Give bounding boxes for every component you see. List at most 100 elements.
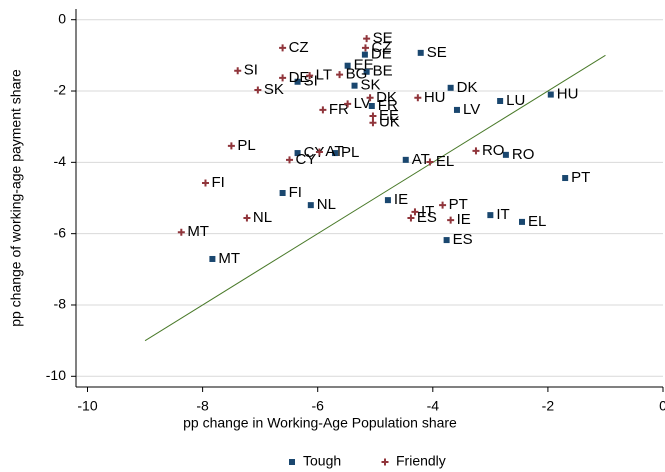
point-label: RO: [482, 142, 505, 159]
point: [447, 84, 454, 91]
point-label: CZ: [289, 39, 309, 56]
point-label: ES: [453, 231, 473, 248]
x-tick-label: 0: [659, 398, 665, 414]
point: [286, 156, 294, 164]
y-tick-label: 0: [58, 10, 66, 26]
point-label: PT: [571, 169, 590, 186]
point: [472, 147, 480, 155]
point-label: SE: [427, 44, 447, 61]
point-label: IE: [457, 211, 471, 228]
point-label: IE: [394, 191, 408, 208]
point: [414, 94, 422, 102]
point: [279, 44, 287, 52]
point-label: LU: [506, 92, 525, 109]
point-label: BG: [346, 66, 368, 83]
point-label: SK: [361, 77, 381, 94]
point-label: IT: [421, 203, 434, 220]
y-tick-label: -10: [46, 367, 66, 383]
point: [562, 175, 569, 182]
point: [201, 179, 209, 187]
y-tick-label: -6: [54, 224, 67, 240]
point-label: NL: [317, 196, 336, 213]
point-label: HU: [557, 86, 579, 103]
point: [369, 119, 377, 127]
point-label: SI: [304, 73, 318, 90]
point: [315, 148, 323, 156]
point: [307, 202, 314, 209]
x-tick-label: -2: [542, 398, 555, 414]
legend-label: Friendly: [396, 453, 446, 469]
legend-label: Tough: [303, 453, 341, 469]
x-tick-label: -8: [196, 398, 209, 414]
point-label: FI: [211, 174, 224, 191]
y-tick-label: -2: [54, 82, 67, 98]
point: [344, 100, 352, 108]
point: [361, 51, 368, 58]
point-label: EE: [379, 107, 399, 124]
point-label: SE: [373, 30, 393, 47]
point: [279, 74, 287, 82]
point-label: DE: [371, 46, 392, 63]
point: [417, 49, 424, 56]
point: [366, 94, 374, 102]
point: [209, 255, 216, 262]
legend-marker: [381, 458, 389, 466]
point-label: DK: [376, 89, 397, 106]
point-label: LV: [463, 101, 480, 118]
legend-marker: [289, 459, 295, 465]
point-label: CY: [304, 144, 325, 161]
point: [336, 71, 344, 79]
point-label: FR: [378, 97, 398, 114]
point-label: DK: [457, 79, 478, 96]
point: [426, 158, 434, 166]
point-label: CZ: [371, 39, 391, 56]
point: [254, 86, 262, 94]
point-label: AT: [325, 143, 343, 160]
point: [487, 212, 494, 219]
point: [363, 35, 371, 43]
point: [351, 82, 358, 89]
point-label: CY: [296, 151, 317, 168]
point-label: EL: [528, 213, 546, 230]
point: [384, 197, 391, 204]
point: [319, 106, 327, 114]
point-label: UK: [379, 114, 400, 131]
point: [243, 214, 251, 222]
point: [234, 67, 242, 75]
point: [368, 102, 375, 109]
point: [306, 72, 314, 80]
point-label: AT: [412, 151, 430, 168]
point-label: FR: [329, 101, 349, 118]
point: [177, 228, 185, 236]
point: [411, 208, 419, 216]
point: [519, 218, 526, 225]
point: [294, 150, 301, 157]
point-label: LV: [354, 95, 371, 112]
point-label: EL: [436, 153, 454, 170]
reference-line: [144, 54, 606, 342]
point: [369, 112, 377, 120]
x-axis-title: pp change in Working-Age Population shar…: [183, 415, 457, 431]
point-label: MT: [218, 250, 240, 267]
point: [227, 142, 235, 150]
x-tick-label: -10: [77, 398, 97, 414]
point: [331, 150, 338, 157]
point-label: RO: [512, 146, 535, 163]
point: [407, 214, 415, 222]
point-label: ES: [417, 209, 437, 226]
point: [443, 237, 450, 244]
point: [447, 216, 455, 224]
point-label: PL: [341, 144, 359, 161]
point: [279, 190, 286, 197]
y-tick-label: -8: [54, 296, 67, 312]
point: [344, 62, 351, 69]
point-label: MT: [187, 223, 209, 240]
point: [453, 106, 460, 113]
point: [439, 201, 447, 209]
point: [402, 156, 409, 163]
point-label: HU: [424, 89, 446, 106]
point-label: FI: [289, 184, 302, 201]
point: [547, 91, 554, 98]
x-tick-label: -4: [427, 398, 440, 414]
